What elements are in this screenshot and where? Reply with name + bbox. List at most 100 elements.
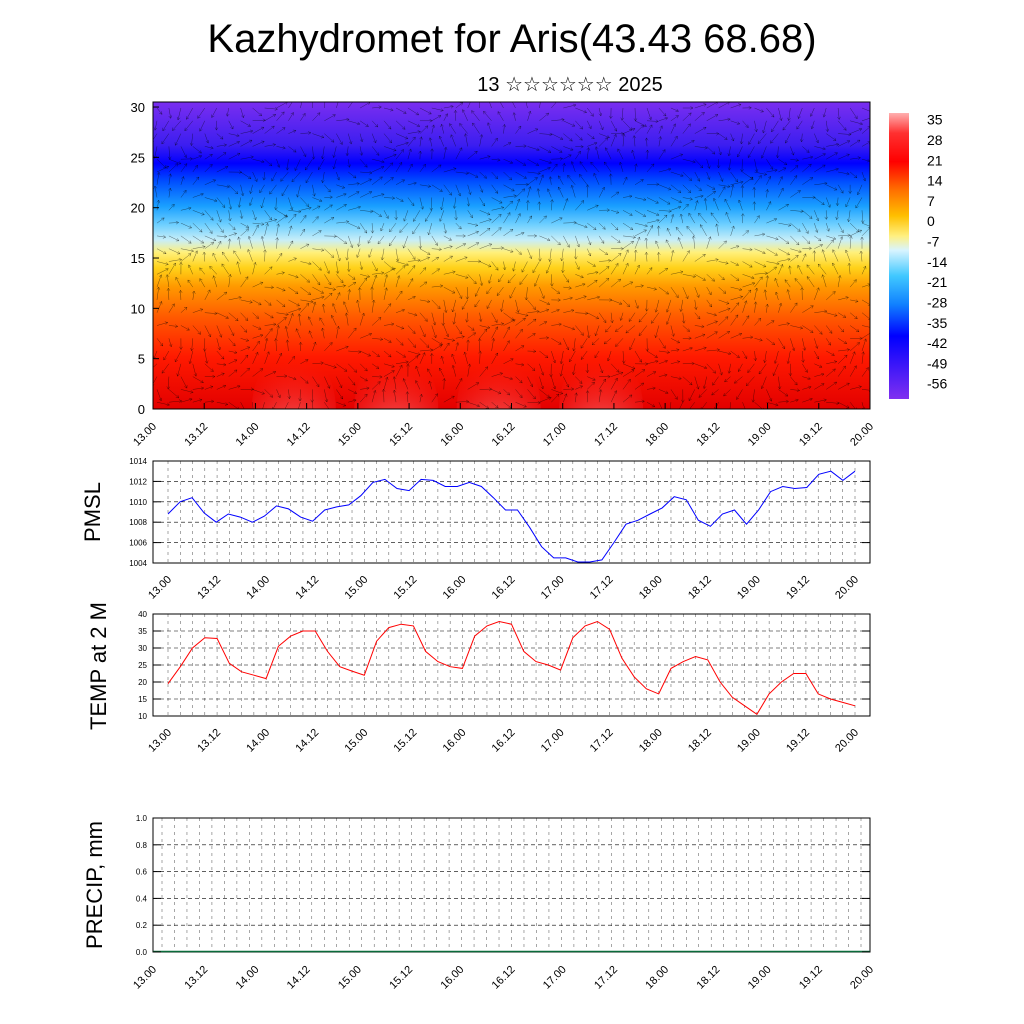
precip-xtick-label-0: 13.00: [131, 964, 159, 992]
colorbar-label-6: -7: [927, 234, 940, 250]
cs-ytick-label-3: 15: [131, 251, 145, 266]
cs-xtick-label-5: 15.12: [387, 421, 415, 449]
temp-xtick-label-4: 15.00: [342, 727, 370, 755]
precip-axes: 1.0 0.8 0.6 0.4 0.2 0.0 13.00 13.12 14.00 14.12 15…: [131, 814, 876, 992]
pmsl-ytick-label-2: 1010: [129, 498, 147, 507]
precip-xtick-label-10: 18.00: [643, 964, 671, 992]
temp-xtick-label-14: 20.00: [833, 727, 861, 755]
precip-ylabel: PRECIP, mm: [82, 821, 107, 949]
temp-xtick-label-6: 16.00: [441, 727, 469, 755]
cs-xtick-label-4: 15.00: [336, 421, 364, 449]
pmsl-xtick-label-2: 14.00: [244, 574, 272, 602]
pmsl-xtick-label-9: 17.12: [588, 574, 616, 602]
chart-title: Kazhydromet for Aris(43.43 68.68): [207, 17, 817, 61]
temp-ytick-label-5: 15: [138, 695, 147, 704]
cs-xtick-label-12: 19.00: [746, 421, 774, 449]
precip-xtick-label-4: 15.00: [336, 964, 364, 992]
warm-peak-0: [251, 349, 336, 409]
pmsl-series-line: [167, 470, 856, 563]
temp-ytick-label-0: 40: [138, 610, 147, 619]
colorbar-label-1: 28: [927, 132, 943, 148]
pmsl-ytick-label-3: 1008: [129, 518, 147, 527]
temp-panel: 40 35 30 25 20 15 10 13.00 13.12 14.00 14.12 15.00 1…: [86, 602, 871, 755]
temp-xtick-label-11: 18.12: [686, 727, 714, 755]
colorbar-label-13: -56: [927, 376, 947, 392]
cs-ytick-label-4: 20: [131, 201, 145, 216]
cs-ytick-label-1: 5: [138, 352, 145, 367]
temp-ytick-label-6: 10: [138, 712, 147, 721]
temp-ytick-label-2: 30: [138, 644, 147, 653]
precip-xtick-label-6: 16.00: [438, 964, 466, 992]
colorbar-labels: 35 28 21 14 7 0 -7 -14 -21 -28 -35 -42 -49 -56: [927, 112, 947, 392]
precip-ytick-label-3: 0.4: [136, 894, 148, 903]
cs-xtick-label-0: 13.00: [131, 421, 159, 449]
temp-ytick-label-1: 35: [138, 627, 147, 636]
temp-xtick-label-12: 19.00: [735, 727, 763, 755]
temp-xtick-label-10: 18.00: [637, 727, 665, 755]
pmsl-xtick-label-1: 13.12: [195, 574, 223, 602]
temp-xtick-label-1: 13.12: [195, 727, 223, 755]
precip-xtick-label-8: 17.00: [541, 964, 569, 992]
colorbar-label-3: 14: [927, 173, 943, 189]
colorbar-label-8: -21: [927, 274, 947, 290]
warm-peak-1: [354, 349, 439, 409]
temp-xtick-label-8: 17.00: [539, 727, 567, 755]
pmsl-xtick-label-5: 15.12: [392, 574, 420, 602]
colorbar-label-12: -49: [927, 355, 947, 371]
temp-xtick-label-3: 14.12: [293, 727, 321, 755]
precip-xtick-label-7: 16.12: [490, 964, 518, 992]
pmsl-xtick-label-7: 16.12: [490, 574, 518, 602]
precip-xtick-label-12: 19.00: [746, 964, 774, 992]
temp-xtick-label-5: 15.12: [392, 727, 420, 755]
cross-section-panel: 0 5 10 15 20 25 30 13.00 13.12 14.00 14.12 15.00 15.…: [131, 100, 877, 449]
wind-vectors: [153, 102, 870, 409]
cs-ytick-label-6: 30: [131, 100, 145, 115]
cs-xtick-label-1: 13.12: [182, 421, 210, 449]
pmsl-ytick-label-4: 1006: [129, 539, 147, 548]
precip-xtick-label-14: 20.00: [848, 964, 876, 992]
pmsl-panel: 1014 1012 1010 1008 1006 1004 13.00 13.12 14.00 1…: [80, 457, 871, 602]
cs-ytick-label-0: 0: [138, 402, 145, 417]
cs-ytick-label-2: 10: [131, 301, 145, 316]
pmsl-xtick-label-11: 18.12: [686, 574, 714, 602]
colorbar-label-11: -42: [927, 335, 947, 351]
pmsl-ytick-label-0: 1014: [129, 457, 147, 466]
colorbar-label-0: 35: [927, 112, 943, 128]
precip-xtick-label-2: 14.00: [234, 964, 262, 992]
pmsl-axes: 1014 1012 1010 1008 1006 1004 13.00 13.12 14.00 1…: [129, 457, 870, 602]
temp-series-line: [167, 620, 856, 716]
pmsl-frame: [152, 460, 871, 564]
temp-xtick-label-0: 13.00: [146, 727, 174, 755]
temp-xtick-label-13: 19.12: [784, 727, 812, 755]
cs-xtick-label-9: 17.12: [592, 421, 620, 449]
precip-ytick-label-5: 0.0: [136, 948, 148, 957]
temp-ytick-label-3: 25: [138, 661, 147, 670]
colorbar-label-10: -35: [927, 315, 947, 331]
pmsl-xtick-label-12: 19.00: [735, 574, 763, 602]
pmsl-xtick-label-10: 18.00: [637, 574, 665, 602]
precip-xtick-label-1: 13.12: [182, 964, 210, 992]
colorbar-label-5: 0: [927, 213, 935, 229]
precip-xtick-label-13: 19.12: [797, 964, 825, 992]
pmsl-xtick-label-0: 13.00: [146, 574, 174, 602]
colorbar-label-7: -14: [927, 254, 947, 270]
cs-xtick-label-7: 16.12: [490, 421, 518, 449]
pmsl-ytick-label-5: 1004: [129, 559, 147, 568]
temp-xtick-label-7: 16.12: [490, 727, 518, 755]
pmsl-xtick-label-8: 17.00: [539, 574, 567, 602]
cs-ytick-label-5: 25: [131, 150, 145, 165]
pmsl-xtick-label-14: 20.00: [833, 574, 861, 602]
pmsl-xtick-label-4: 15.00: [342, 574, 370, 602]
precip-panel: 1.0 0.8 0.6 0.4 0.2 0.0 13.00 13.12 14.00 14.12 15…: [82, 814, 876, 992]
pmsl-ytick-label-1: 1012: [129, 477, 147, 486]
colorbar-label-2: 21: [927, 152, 943, 168]
colorbar-label-9: -28: [927, 294, 947, 310]
warm-peak-2: [456, 349, 541, 409]
precip-xtick-label-5: 15.12: [387, 964, 415, 992]
cs-xtick-label-11: 18.12: [695, 421, 723, 449]
cs-xtick-label-10: 18.00: [643, 421, 671, 449]
warm-peak-3: [559, 349, 644, 409]
precip-ytick-label-1: 0.8: [136, 841, 148, 850]
colorbar: 35 28 21 14 7 0 -7 -14 -21 -28 -35 -42 -49 -56: [889, 112, 947, 399]
